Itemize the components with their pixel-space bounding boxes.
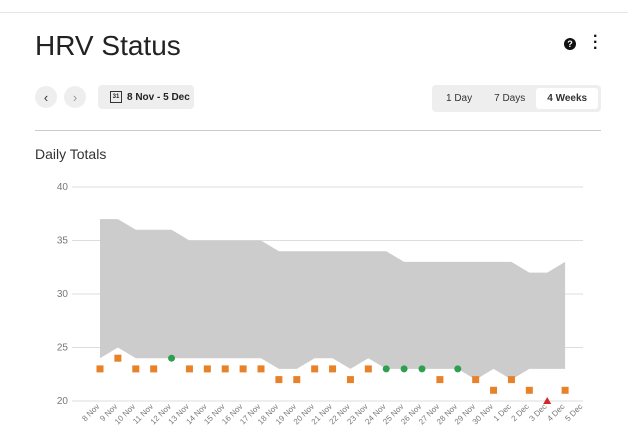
- x-tick-label: 8 Nov: [80, 402, 101, 423]
- y-tick-label: 40: [57, 182, 69, 193]
- data-point: [132, 365, 140, 373]
- x-tick-label: 2 Dec: [510, 402, 531, 423]
- divider: [35, 130, 601, 131]
- data-point: [96, 365, 104, 373]
- data-point: [472, 376, 480, 384]
- data-point: [329, 365, 337, 373]
- data-point: [311, 365, 319, 373]
- data-point: [168, 354, 176, 362]
- chart-title: Daily Totals: [35, 146, 107, 162]
- data-point: [185, 365, 193, 373]
- data-point: [275, 376, 283, 384]
- data-point: [150, 365, 158, 373]
- data-point: [257, 365, 265, 373]
- date-range: 8 Nov - 5 Dec: [127, 91, 190, 103]
- data-point: [346, 376, 354, 384]
- range-option[interactable]: 7 Days: [494, 93, 526, 104]
- x-tick-label: 3 Dec: [527, 402, 548, 423]
- data-point: [400, 365, 408, 373]
- data-point: [418, 365, 426, 373]
- data-point: [293, 376, 301, 384]
- data-point: [239, 365, 247, 373]
- y-tick-label: 30: [57, 289, 69, 300]
- data-point: [114, 354, 122, 362]
- range-option[interactable]: 1 Day: [446, 93, 473, 104]
- data-point: [525, 386, 533, 394]
- x-tick-label: 1 Dec: [492, 402, 513, 423]
- data-point: [507, 376, 515, 384]
- data-point: [382, 365, 390, 373]
- y-tick-label: 25: [57, 343, 69, 354]
- menu-icon[interactable]: · · ·: [593, 28, 599, 57]
- y-tick-label: 35: [57, 236, 69, 247]
- range-band: [100, 219, 566, 380]
- data-point: [364, 365, 372, 373]
- range-selector: 1 Day 7 Days 4 Weeks: [432, 85, 602, 112]
- top-border: [0, 0, 628, 13]
- help-icon[interactable]: ?: [564, 38, 576, 50]
- data-point: [543, 397, 552, 404]
- x-tick-label: 4 Dec: [545, 402, 566, 423]
- data-point: [436, 376, 444, 384]
- calendar-icon: 31: [110, 91, 122, 103]
- y-tick-label: 20: [57, 396, 69, 407]
- data-point: [454, 365, 462, 373]
- data-point: [203, 365, 211, 373]
- data-point: [221, 365, 229, 373]
- data-point: [490, 386, 498, 394]
- range-option[interactable]: 4 Weeks: [536, 88, 599, 109]
- prev-button[interactable]: ‹: [35, 86, 57, 108]
- next-button[interactable]: ›: [64, 86, 86, 108]
- x-tick-label: 5 Dec: [563, 402, 584, 423]
- data-point: [561, 386, 569, 394]
- date-picker[interactable]: 31 8 Nov - 5 Dec: [98, 85, 194, 109]
- page-title: HRV Status: [35, 30, 181, 61]
